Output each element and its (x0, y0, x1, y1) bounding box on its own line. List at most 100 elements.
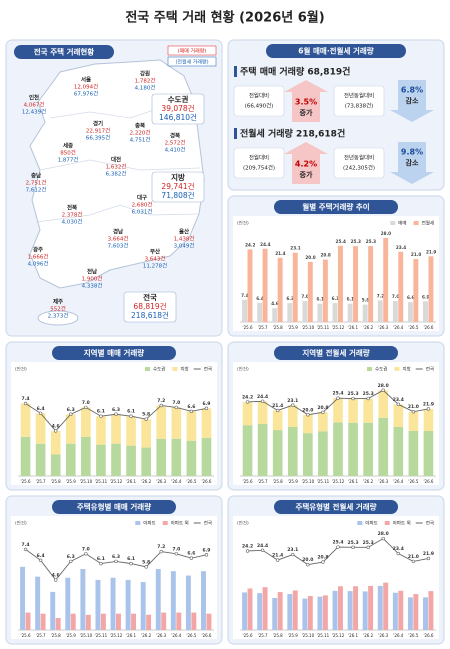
value-label: 25.4 (332, 540, 343, 546)
x-tick-label: '25.7 (258, 479, 268, 484)
value-label: 7.4 (241, 293, 249, 298)
bar-segment (257, 401, 268, 424)
legend-swatch (162, 521, 168, 525)
line-marker (381, 536, 385, 541)
compare-box (233, 147, 285, 179)
bar (40, 613, 46, 630)
bar (292, 252, 298, 322)
value-label: 6.3 (332, 296, 340, 301)
bar (392, 592, 398, 630)
chart-title-bg (274, 200, 398, 214)
bar (377, 300, 383, 322)
x-tick-label: '25.6 (21, 633, 31, 638)
region-rent: 71,808건 (161, 190, 194, 200)
bar (287, 594, 293, 630)
x-tick-label: '26.2 (141, 479, 151, 484)
down-arrow (390, 142, 434, 184)
region-name: 대전 (111, 156, 121, 164)
legend-label: 매매 (398, 220, 406, 227)
x-tick-label: '25.12 (110, 479, 123, 484)
value-label: 6.4 (37, 406, 45, 412)
region-sale: 22,917건 (86, 128, 110, 135)
x-tick-label: '25.6 (243, 479, 253, 484)
x-tick-label: '25.10 (302, 479, 315, 484)
region-box (151, 171, 205, 203)
x-tick-label: '25.8 (51, 479, 61, 484)
value-label: 25.3 (366, 239, 376, 244)
region-name: 충남 (31, 172, 41, 180)
x-tick-label: '26.2 (141, 633, 151, 638)
x-tick-label: '25.6 (243, 325, 253, 330)
map-title: 전국 주택 거래현황 (34, 47, 95, 57)
chart-title: 지역별 매매 거래량 (84, 348, 145, 358)
value-label: 20.0 (305, 255, 315, 260)
line-marker (245, 400, 250, 404)
value-label: 20.8 (317, 555, 328, 561)
bar-segment (35, 443, 46, 476)
line-marker (159, 549, 163, 554)
region-name: 인천 (29, 94, 39, 102)
summary-title-bg (266, 44, 406, 58)
region-rent: 7,612건 (26, 187, 47, 194)
x-tick-label: '26.2 (363, 479, 373, 484)
region-rent: 6,382건 (106, 171, 127, 178)
compare-box (233, 85, 285, 117)
line-marker (84, 552, 88, 556)
line-marker (99, 414, 103, 418)
legend-label: 수도권 (153, 366, 165, 373)
value-label: 6.3 (67, 407, 75, 413)
line-marker (204, 406, 209, 411)
bar (100, 613, 106, 630)
bar-segment (50, 454, 61, 476)
region-sale: 2,572건 (165, 140, 186, 147)
region-rent: 11,278건 (143, 263, 167, 270)
bar (317, 303, 323, 322)
legend-label: 전국 (204, 366, 212, 373)
compare-base: (242,305건) (343, 165, 375, 172)
bar-segment (423, 430, 434, 476)
bar-segment (111, 443, 121, 476)
value-label: 6.6 (187, 404, 195, 410)
change-dir: 증가 (300, 170, 313, 179)
bar (368, 246, 374, 322)
legend-label: 아파트 외 (393, 520, 411, 527)
value-label: 25.3 (348, 540, 359, 546)
line-marker (366, 396, 370, 401)
bar (272, 308, 278, 322)
value-label: 7.0 (82, 546, 90, 552)
region-sale: 3,664건 (108, 236, 129, 243)
bar-segment (126, 416, 136, 446)
bar (262, 248, 268, 322)
bar (353, 586, 359, 630)
bar (257, 593, 263, 630)
line-marker (144, 565, 148, 569)
bar (392, 301, 398, 322)
line-marker (53, 578, 58, 582)
line-marker (99, 561, 103, 566)
x-tick-label: '25.9 (288, 633, 298, 638)
bar-segment (378, 390, 389, 418)
bar (362, 591, 368, 630)
region-sale: 29,741건 (161, 181, 194, 191)
x-tick-label: '26.4 (393, 479, 403, 484)
summary-heading: 전월세 거래량 218,618건 (240, 128, 345, 140)
region-sale: 68,819건 (133, 301, 166, 311)
bar-segment (318, 431, 328, 476)
compare-label: 전월대비 (249, 92, 269, 100)
value-label: 21.4 (272, 403, 283, 409)
x-tick-label: '25.11 (95, 633, 108, 638)
line-marker (174, 405, 179, 410)
value-label: 6.6 (187, 551, 195, 557)
bar-segment (141, 447, 151, 476)
x-tick-label: '25.6 (243, 633, 253, 638)
value-label: 6.3 (112, 407, 120, 413)
region-name: 울산 (179, 228, 189, 236)
bar (131, 613, 137, 630)
value-label: 25.3 (351, 239, 361, 244)
legend-swatch (172, 367, 178, 371)
region-rent: 4,096건 (28, 261, 49, 268)
line-marker (321, 560, 325, 564)
bar-segment (186, 440, 197, 476)
line-marker (275, 408, 280, 413)
bar (398, 251, 404, 322)
